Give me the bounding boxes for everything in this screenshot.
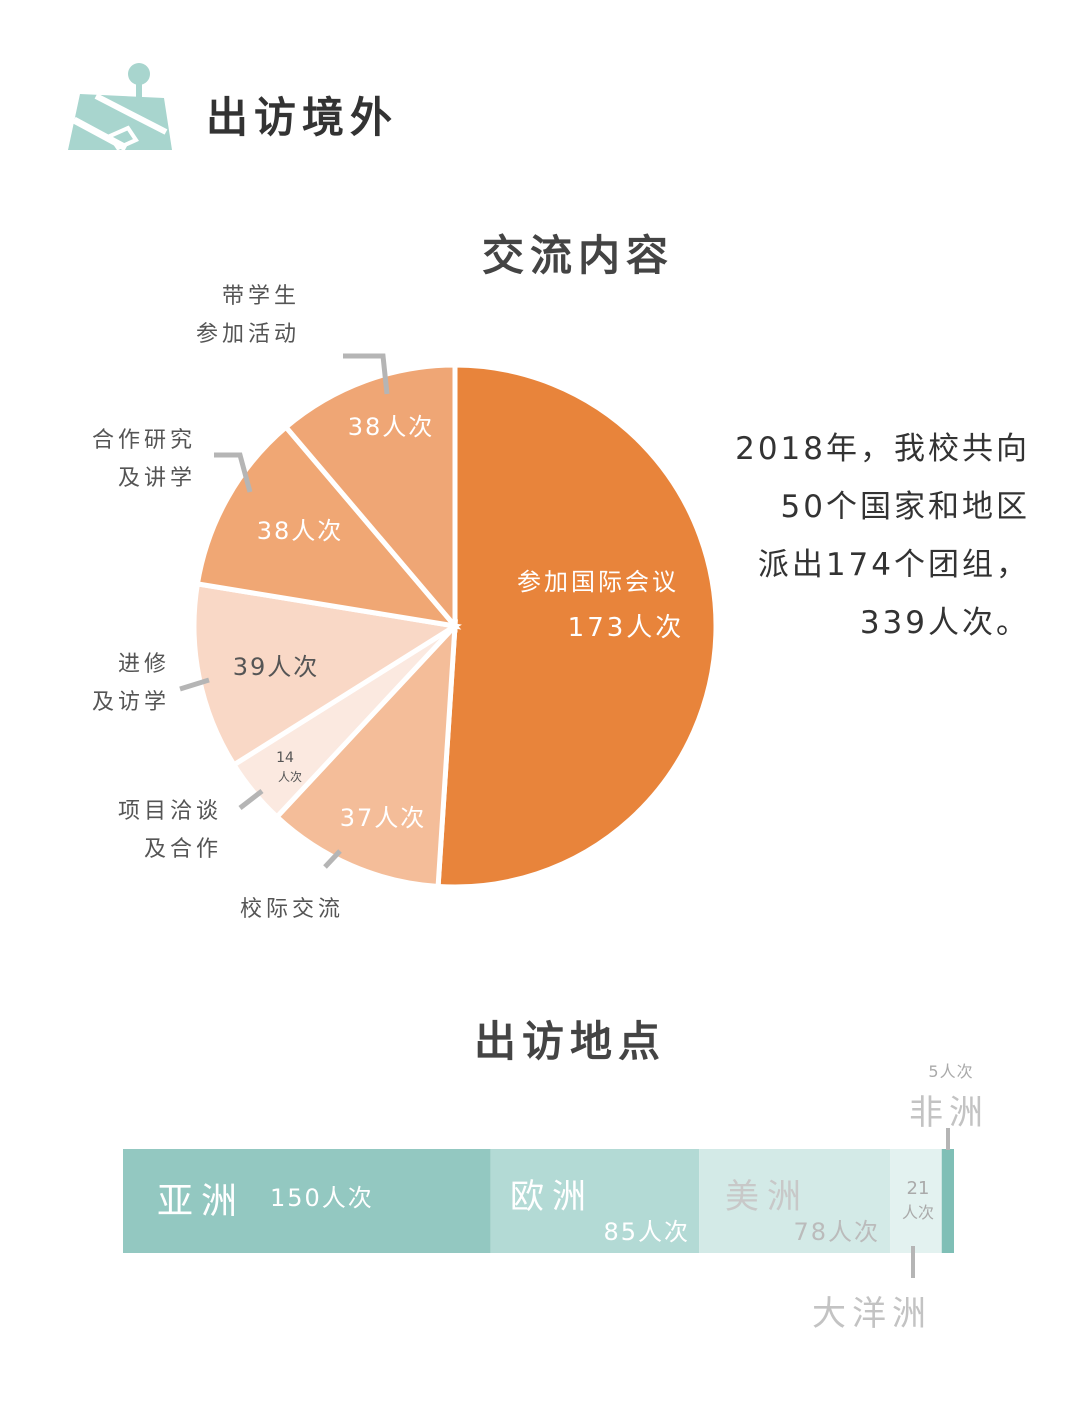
bar-value-oceania-unit: 人次 bbox=[902, 1203, 934, 1222]
bar-value-oceania-number: 21 bbox=[907, 1178, 930, 1199]
category-label-project: 项目洽谈 及合作 bbox=[117, 799, 222, 862]
summary-text: 2018年，我校共向 50个国家和地区 派出174个团组， 339人次。 bbox=[640, 420, 1030, 652]
slice-value-project-number: 14 bbox=[276, 750, 294, 766]
bar-label-africa: 非洲 bbox=[909, 1093, 989, 1133]
summary-line-1: 2018年，我校共向 bbox=[735, 431, 1030, 467]
bar-value-europe: 85人次 bbox=[603, 1218, 690, 1246]
bar-chart-title: 出访地点 bbox=[473, 1017, 666, 1066]
slice-value-students: 38人次 bbox=[348, 413, 435, 441]
leader-line-students bbox=[343, 353, 390, 395]
slice-value-study: 39人次 bbox=[233, 653, 320, 681]
bar-label-america: 美洲 bbox=[725, 1177, 809, 1217]
pie-slice-research bbox=[194, 423, 462, 630]
pie-slice-study bbox=[191, 580, 462, 769]
leader-line-study bbox=[179, 677, 210, 692]
bar-label-europe: 欧洲 bbox=[510, 1177, 594, 1217]
bar-value-asia: 150人次 bbox=[270, 1184, 374, 1212]
slice-value-research: 38人次 bbox=[257, 517, 344, 545]
pie-slice-students bbox=[282, 362, 458, 633]
bar-value-america: 78人次 bbox=[793, 1218, 880, 1246]
category-label-exchange: 校际交流 bbox=[240, 897, 345, 922]
pie-slice-exchange bbox=[273, 619, 458, 890]
map-pin-icon bbox=[68, 63, 172, 152]
pie-chart-title: 交流内容 bbox=[481, 231, 674, 280]
leader-line-research bbox=[214, 452, 253, 493]
slice-value-conference-name: 参加国际会议 bbox=[517, 568, 679, 596]
slice-value-conference: 173人次 bbox=[568, 613, 685, 643]
leader-line-project bbox=[238, 789, 264, 810]
leader-line-exchange bbox=[323, 849, 342, 869]
bar-label-asia: 亚洲 bbox=[157, 1181, 245, 1222]
bar-value-africa: 5人次 bbox=[928, 1062, 973, 1081]
summary-line-3: 派出174个团组， bbox=[757, 547, 1030, 583]
page-title: 出访境外 bbox=[206, 93, 399, 142]
summary-line-4: 339人次。 bbox=[859, 605, 1030, 641]
bar-segment-america bbox=[699, 1149, 891, 1253]
category-label-research: 合作研究 及讲学 bbox=[91, 428, 196, 491]
pie-slice-conference bbox=[435, 362, 719, 890]
bar-segment-asia bbox=[123, 1149, 491, 1253]
slice-value-exchange: 37人次 bbox=[340, 804, 427, 832]
category-label-students: 带学生 参加活动 bbox=[195, 284, 300, 347]
category-label-study: 进修 及访学 bbox=[91, 652, 170, 715]
bar-segment-europe bbox=[490, 1149, 700, 1253]
stacked-bar bbox=[123, 1149, 954, 1253]
summary-line-2: 50个国家和地区 bbox=[780, 489, 1030, 525]
slice-value-project-unit: 人次 bbox=[278, 770, 302, 784]
bar-segment-oceania bbox=[890, 1149, 942, 1253]
bar-segment-africa bbox=[941, 1149, 954, 1253]
bar-label-oceania: 大洋洲 bbox=[812, 1294, 932, 1334]
